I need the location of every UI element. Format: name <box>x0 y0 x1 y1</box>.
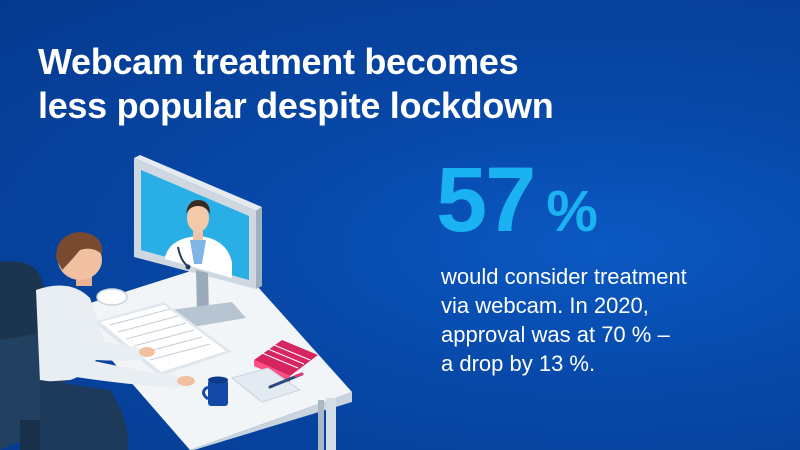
key-statistic: 57 % <box>436 150 598 262</box>
desc-line-2: via webcam. In 2020, <box>441 293 649 318</box>
headline: Webcam treatment becomes less popular de… <box>38 40 658 128</box>
paper-icon <box>230 367 302 403</box>
person-at-desk-icon <box>36 232 195 450</box>
desc-line-4: a drop by 13 %. <box>441 351 596 376</box>
stat-description: would consider treatment via webcam. In … <box>441 262 781 378</box>
stat-number: 57 <box>436 149 536 251</box>
desc-line-1: would consider treatment <box>441 264 687 289</box>
headline-line-2: less popular despite lockdown <box>38 85 554 126</box>
mouse-icon <box>96 288 128 306</box>
desc-line-3: approval was at 70 % – <box>441 322 670 347</box>
stat-unit: % <box>546 179 598 244</box>
pen-icon <box>268 372 304 389</box>
headline-line-1: Webcam treatment becomes <box>38 41 519 82</box>
mug-icon <box>202 376 228 406</box>
doctor-on-screen-icon <box>165 200 232 278</box>
